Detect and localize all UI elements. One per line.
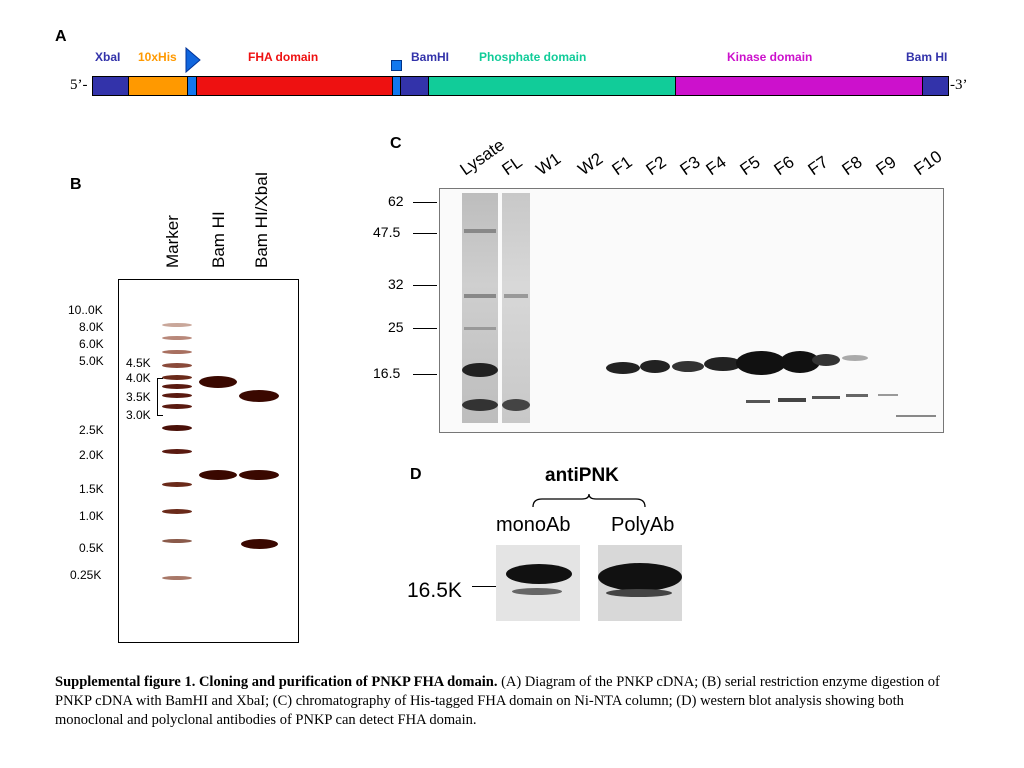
his-tag-segment — [129, 77, 188, 95]
blot-label-monoab: monoAb — [496, 514, 571, 536]
label-fha-domain: FHA domain — [248, 50, 319, 64]
linker-segment — [188, 77, 197, 95]
western-marker-tick — [472, 586, 502, 587]
cdna-bar — [92, 76, 949, 96]
panel-a-letter: A — [55, 28, 67, 45]
bamhi-segment — [401, 77, 429, 95]
western-title: antiPNK — [545, 465, 619, 486]
lane-label-bamhi: Bam HI — [209, 211, 228, 268]
lane-label-f4: F4 — [702, 152, 730, 180]
lane-label-w1: W1 — [532, 148, 565, 180]
lane-label-f3: F3 — [676, 152, 704, 180]
western-blot-monoab — [496, 545, 580, 621]
mw-tick-25 — [413, 328, 437, 329]
mw-marker-47-5: 47.5 — [373, 224, 401, 240]
bracket-label-4-5k: 4.5K — [126, 356, 151, 370]
ladder-label-5k: 5.0K — [79, 354, 104, 368]
agarose-gel — [118, 279, 299, 643]
western-blot-polyab — [598, 545, 682, 621]
phosphate-segment — [429, 77, 676, 95]
western-marker-16-5k: 16.5K — [407, 579, 462, 602]
lane-label-f8: F8 — [838, 152, 866, 180]
ladder-label-1k: 1.0K — [79, 509, 104, 523]
size-bracket — [157, 378, 163, 416]
lane-label-w2: W2 — [574, 148, 607, 180]
bracket-label-3k: 3.0K — [126, 408, 151, 422]
ladder-label-2k: 2.0K — [79, 448, 104, 462]
kinase-segment — [676, 77, 923, 95]
ladder-label-2-5k: 2.5K — [79, 423, 104, 437]
mw-marker-25: 25 — [388, 319, 404, 335]
ladder-label-6k: 6.0K — [79, 337, 104, 351]
lane-label-f6: F6 — [770, 152, 798, 180]
ladder-label-8k: 8.0K — [79, 320, 104, 334]
mw-tick-32 — [413, 285, 437, 286]
bracket-label-3-5k: 3.5K — [126, 390, 151, 404]
bracket-label-4k: 4.0K — [126, 371, 151, 385]
label-phosphate-domain: Phosphate domain — [479, 50, 587, 64]
caption-title: Supplemental figure 1. Cloning and purif… — [55, 674, 498, 690]
bam-hi-end-segment — [923, 77, 948, 95]
caption-body: (A) Diagram of the PNKP cDNA; (B) serial… — [55, 674, 940, 728]
panel-c-letter: C — [390, 135, 402, 152]
label-kinase-domain: Kinase domain — [727, 50, 813, 64]
mw-tick-62 — [413, 202, 437, 203]
mw-tick-16-5 — [413, 374, 437, 375]
mw-marker-16-5: 16.5 — [373, 365, 401, 381]
lane-label-f9: F9 — [872, 152, 900, 180]
antibody-brace-icon — [532, 493, 646, 508]
blot-label-polyab: PolyAb — [611, 514, 675, 536]
lane-label-f2: F2 — [642, 152, 670, 180]
lane-label-bamhi-xbai: Bam HI/XbaI — [252, 171, 271, 268]
lane-label-lysate: Lysate — [456, 135, 508, 180]
ladder-label-0-5k: 0.5K — [79, 541, 104, 555]
three-prime-end: -3’ — [950, 77, 968, 93]
label-bam-hi-end: Bam HI — [906, 50, 948, 64]
sds-page-gel — [439, 188, 944, 433]
label-bamhi: BamHI — [411, 50, 450, 64]
xbai-segment — [93, 77, 129, 95]
fha-segment — [197, 77, 393, 95]
bamhi-linker-segment — [393, 77, 401, 95]
start-arrow-icon — [185, 46, 201, 74]
mw-tick-47-5 — [413, 233, 437, 234]
lane-label-f1: F1 — [608, 152, 636, 180]
lane-label-fl: FL — [498, 152, 526, 180]
lane-label-f5: F5 — [736, 152, 764, 180]
ladder-label-1-5k: 1.5K — [79, 482, 104, 496]
mw-marker-62: 62 — [388, 193, 404, 209]
label-his-tag: 10xHis — [138, 50, 177, 64]
lane-label-f7: F7 — [804, 152, 832, 180]
panel-b-letter: B — [70, 176, 82, 193]
lane-label-marker: Marker — [163, 215, 182, 268]
mw-marker-32: 32 — [388, 276, 404, 292]
bamhi-site-marker — [391, 60, 402, 71]
lane-label-f10: F10 — [910, 146, 946, 180]
five-prime-end: 5’- — [70, 77, 88, 93]
panel-d-letter: D — [410, 466, 422, 483]
ladder-label-10k: 10..0K — [68, 303, 103, 317]
figure-caption: Supplemental figure 1. Cloning and purif… — [55, 673, 965, 730]
label-xbai: XbaI — [95, 50, 121, 64]
ladder-label-0-25k: 0.25K — [70, 568, 102, 582]
